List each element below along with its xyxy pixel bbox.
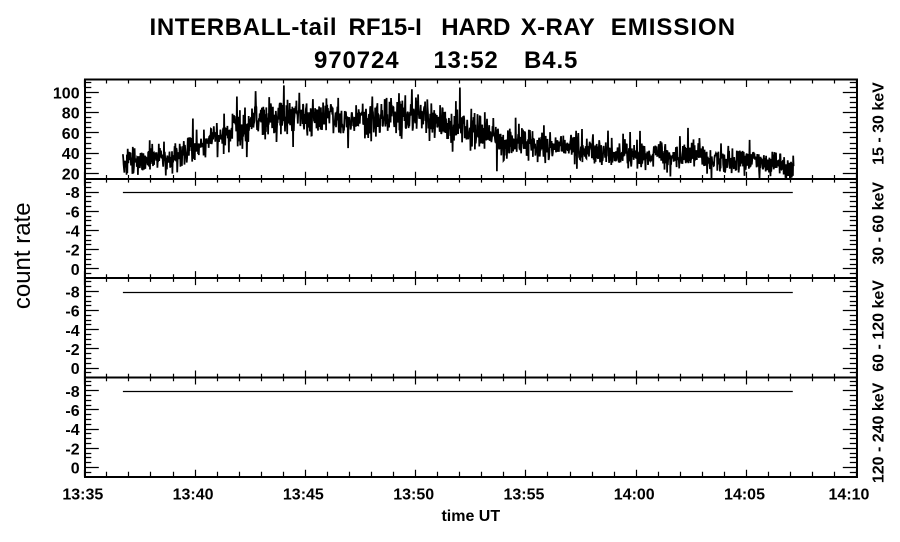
svg-text:0: 0 bbox=[71, 262, 80, 279]
svg-text:INTERBALL-tail: INTERBALL-tail bbox=[150, 14, 338, 41]
svg-text:13:35: 13:35 bbox=[62, 487, 103, 504]
svg-text:15 - 30 keV: 15 - 30 keV bbox=[871, 82, 888, 165]
svg-text:0: 0 bbox=[71, 460, 80, 477]
svg-text:14:05: 14:05 bbox=[724, 487, 765, 504]
svg-text:60: 60 bbox=[62, 126, 80, 143]
svg-text:14:10: 14:10 bbox=[829, 487, 870, 504]
svg-text:X-RAY: X-RAY bbox=[521, 14, 595, 41]
svg-text:HARD: HARD bbox=[441, 14, 510, 41]
svg-text:40: 40 bbox=[62, 146, 80, 163]
svg-text:120 - 240 keV: 120 - 240 keV bbox=[871, 382, 888, 483]
svg-text:13:40: 13:40 bbox=[173, 487, 214, 504]
svg-text:13:50: 13:50 bbox=[393, 487, 434, 504]
svg-text:-6: -6 bbox=[65, 204, 79, 221]
svg-text:-8: -8 bbox=[65, 185, 79, 202]
svg-text:-2: -2 bbox=[65, 243, 79, 260]
svg-text:count rate: count rate bbox=[9, 202, 36, 309]
svg-text:RF15-I: RF15-I bbox=[349, 14, 422, 41]
svg-text:80: 80 bbox=[62, 106, 80, 123]
svg-text:-2: -2 bbox=[65, 342, 79, 359]
svg-text:-6: -6 bbox=[65, 304, 79, 321]
svg-text:0: 0 bbox=[71, 361, 80, 378]
svg-text:60 - 120 keV: 60 - 120 keV bbox=[871, 280, 888, 372]
svg-text:13:55: 13:55 bbox=[503, 487, 544, 504]
svg-text:20: 20 bbox=[62, 166, 80, 183]
svg-text:13:52: 13:52 bbox=[434, 47, 499, 74]
svg-text:13:45: 13:45 bbox=[283, 487, 324, 504]
svg-text:-2: -2 bbox=[65, 441, 79, 458]
svg-text:time UT: time UT bbox=[441, 508, 500, 525]
svg-text:970724: 970724 bbox=[314, 47, 400, 74]
svg-text:14:00: 14:00 bbox=[614, 487, 655, 504]
svg-text:-4: -4 bbox=[65, 223, 79, 240]
svg-text:-8: -8 bbox=[65, 284, 79, 301]
svg-text:-8: -8 bbox=[65, 384, 79, 401]
svg-text:B4.5: B4.5 bbox=[524, 47, 578, 74]
svg-text:30 - 60 keV: 30 - 60 keV bbox=[871, 182, 888, 265]
svg-text:-4: -4 bbox=[65, 323, 79, 340]
svg-text:-6: -6 bbox=[65, 403, 79, 420]
svg-text:EMISSION: EMISSION bbox=[611, 14, 736, 41]
svg-text:-4: -4 bbox=[65, 422, 79, 439]
svg-text:100: 100 bbox=[53, 86, 80, 103]
